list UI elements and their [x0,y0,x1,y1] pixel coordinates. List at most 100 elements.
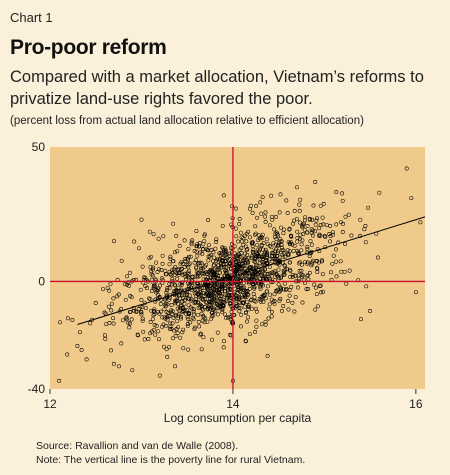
data-point [300,222,305,227]
data-point [174,233,179,238]
data-point [230,241,235,246]
data-point [222,286,227,291]
data-point [191,309,196,314]
data-point [148,265,153,270]
data-point [129,295,134,300]
data-point [261,274,266,279]
data-point [117,364,122,369]
data-point [125,282,129,287]
data-point [243,244,248,249]
data-point [124,315,129,320]
data-point [280,252,285,257]
data-point [413,290,418,295]
data-point [140,316,145,321]
data-point [151,313,156,318]
chart-title: Pro-poor reform [10,36,167,59]
x-tick-label: 14 [226,397,240,411]
data-point [222,259,227,263]
data-point [274,288,279,293]
data-point [305,246,310,251]
data-point [170,336,175,341]
data-point [224,298,229,303]
data-point [120,318,125,323]
data-point [192,312,196,317]
data-point [199,267,204,272]
data-point [174,271,179,276]
data-point [152,309,157,314]
data-point [196,261,201,266]
data-point [272,298,277,303]
data-point [214,240,219,244]
data-point [220,284,225,289]
data-point [246,307,251,312]
data-point [111,321,116,326]
data-point [243,310,248,315]
data-point [209,301,214,305]
data-point [186,296,190,301]
data-point [197,270,202,275]
data-point [237,264,242,268]
data-point [259,211,264,216]
data-point [164,323,168,328]
data-point [329,270,333,275]
data-point [167,345,172,350]
data-point [154,323,159,328]
data-point [281,268,286,273]
data-point [239,246,244,251]
data-point [105,286,110,291]
data-point [264,237,269,242]
data-point [240,300,245,305]
data-point [127,325,132,330]
data-point [157,373,162,378]
data-point [259,280,264,285]
data-point [221,345,226,350]
data-point [179,267,184,271]
data-point [270,217,275,222]
data-point [179,303,184,308]
data-point [252,286,257,291]
data-point [290,300,295,305]
data-point [212,291,217,296]
data-point [152,311,157,316]
data-point [180,310,185,315]
data-point [227,294,232,299]
data-point [202,232,207,237]
data-point [220,309,225,314]
data-point [253,329,258,334]
data-point [155,270,160,274]
data-point [310,217,315,222]
data-point [194,269,199,274]
data-point [204,284,209,289]
data-point [136,333,140,338]
data-point [328,234,333,238]
data-point [322,234,327,238]
data-point [193,294,198,299]
data-point [205,307,210,312]
data-point [169,273,174,278]
data-point [299,268,304,273]
data-point [168,254,173,259]
data-point [198,288,203,293]
unit-note: (percent loss from actual land allocatio… [10,115,364,127]
data-point [252,232,257,237]
data-point [158,302,163,306]
data-point [252,298,257,303]
data-point [141,329,146,334]
data-point [169,303,174,307]
data-point [148,297,153,302]
data-point [129,317,134,322]
data-point [206,218,211,222]
data-point [196,319,201,324]
data-point [295,185,299,190]
data-point [258,236,263,241]
data-point [259,322,264,327]
data-point [164,272,169,277]
data-point [278,287,283,292]
data-point [324,223,329,228]
data-point [109,348,114,353]
data-point [296,251,301,256]
data-point [179,316,183,321]
data-point [144,306,148,311]
data-point [260,270,265,275]
data-point [284,286,289,291]
